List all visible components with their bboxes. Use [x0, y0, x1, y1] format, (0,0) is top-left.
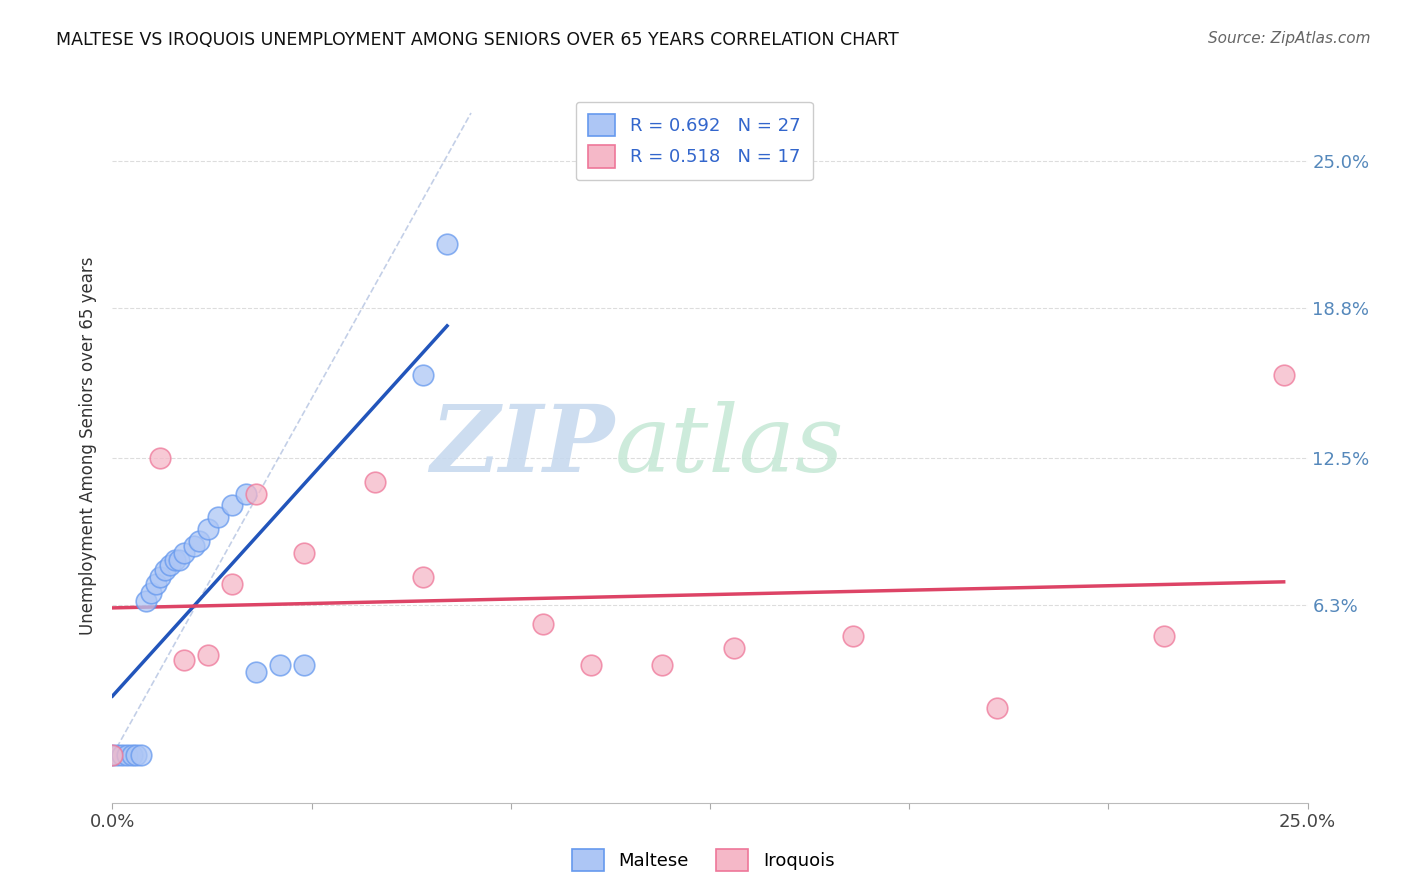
Point — [986, 700, 1008, 714]
Legend: R = 0.692   N = 27, R = 0.518   N = 17: R = 0.692 N = 27, R = 0.518 N = 17 — [575, 102, 813, 180]
Point — [207, 510, 229, 524]
Point — [149, 450, 172, 465]
Point — [292, 546, 315, 560]
Point — [105, 748, 128, 763]
Point — [412, 368, 434, 382]
Point — [579, 657, 602, 672]
Point — [173, 653, 195, 667]
Point — [1272, 368, 1295, 382]
Point — [436, 236, 458, 251]
Point — [364, 475, 387, 489]
Point — [121, 748, 143, 763]
Point — [292, 657, 315, 672]
Point — [163, 553, 186, 567]
Point — [245, 665, 267, 679]
Point — [101, 748, 124, 763]
Point — [221, 577, 243, 591]
Point — [1153, 629, 1175, 643]
Point — [183, 539, 205, 553]
Point — [139, 586, 162, 600]
Point — [101, 748, 124, 763]
Point — [145, 577, 167, 591]
Legend: Maltese, Iroquois: Maltese, Iroquois — [564, 842, 842, 879]
Point — [153, 563, 176, 577]
Point — [197, 648, 219, 663]
Point — [245, 486, 267, 500]
Point — [115, 748, 138, 763]
Point — [169, 553, 191, 567]
Point — [723, 641, 745, 656]
Text: MALTESE VS IROQUOIS UNEMPLOYMENT AMONG SENIORS OVER 65 YEARS CORRELATION CHART: MALTESE VS IROQUOIS UNEMPLOYMENT AMONG S… — [56, 31, 898, 49]
Point — [187, 534, 209, 549]
Y-axis label: Unemployment Among Seniors over 65 years: Unemployment Among Seniors over 65 years — [79, 257, 97, 635]
Point — [149, 570, 172, 584]
Point — [129, 748, 152, 763]
Point — [842, 629, 865, 643]
Point — [269, 657, 291, 672]
Point — [221, 499, 243, 513]
Point — [651, 657, 673, 672]
Point — [197, 522, 219, 536]
Text: ZIP: ZIP — [430, 401, 614, 491]
Point — [531, 617, 554, 632]
Text: atlas: atlas — [614, 401, 844, 491]
Point — [135, 593, 157, 607]
Point — [412, 570, 434, 584]
Point — [159, 558, 181, 572]
Point — [173, 546, 195, 560]
Point — [125, 748, 148, 763]
Point — [111, 748, 134, 763]
Text: Source: ZipAtlas.com: Source: ZipAtlas.com — [1208, 31, 1371, 46]
Point — [235, 486, 257, 500]
